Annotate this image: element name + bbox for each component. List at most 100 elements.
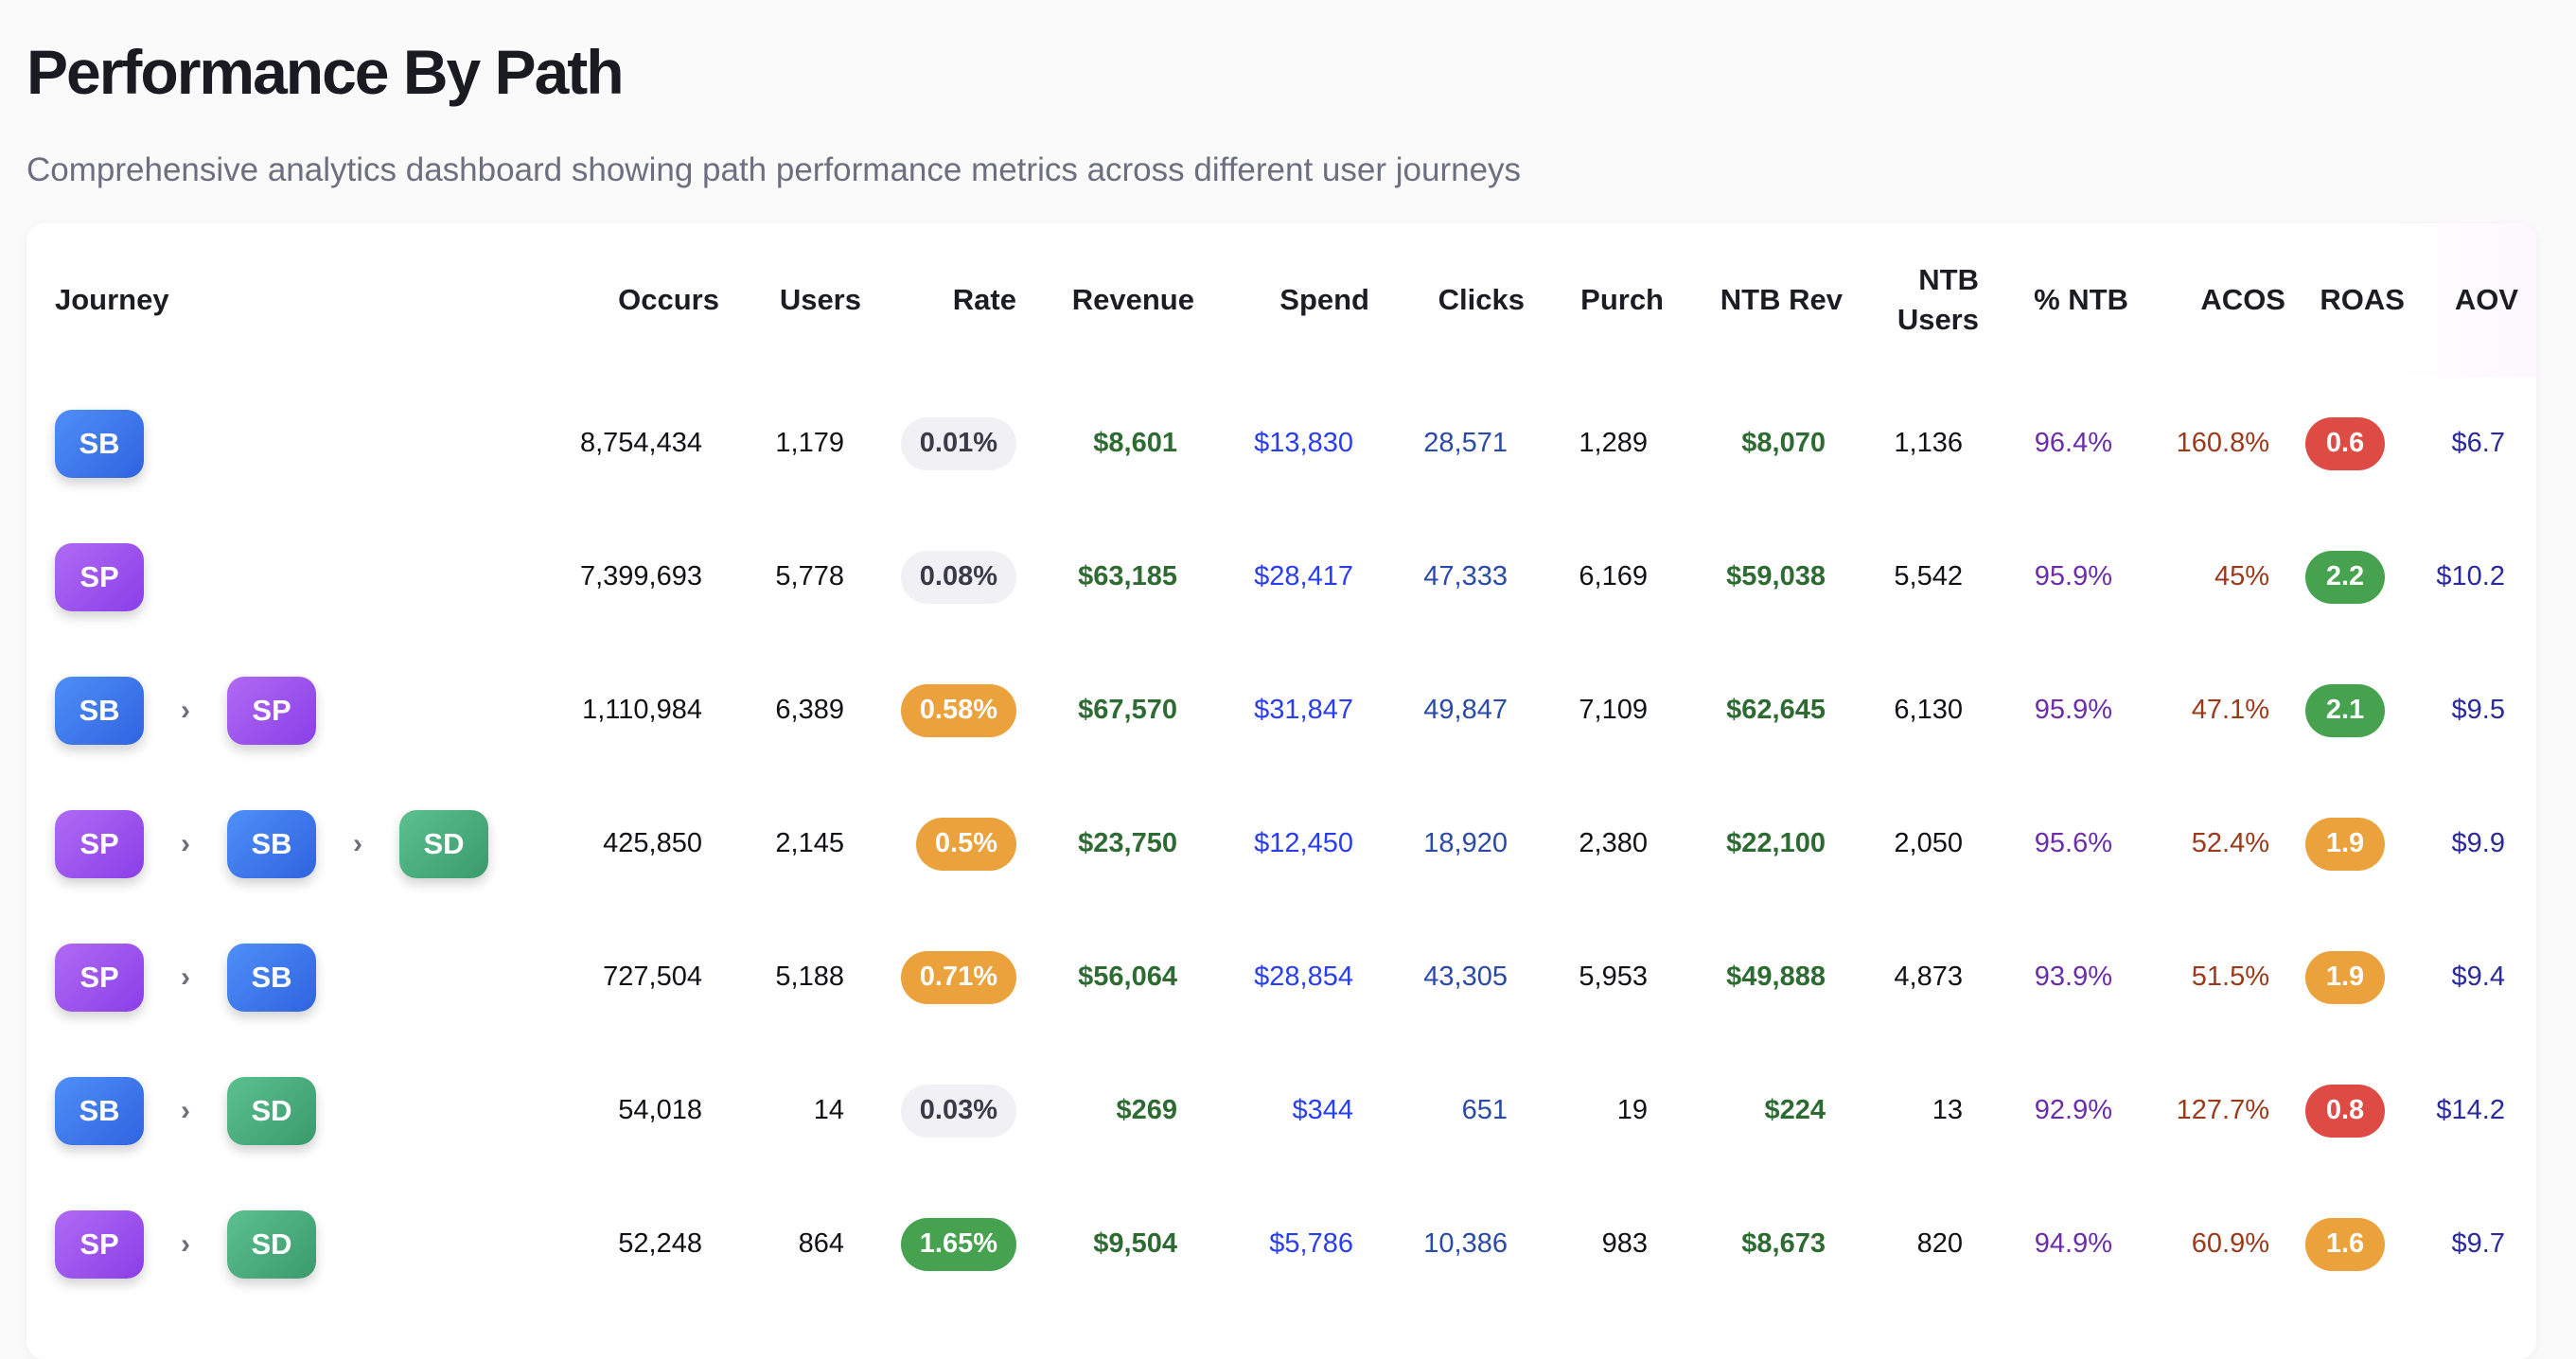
cell-ntb-users: 4,873 [1843, 910, 1963, 1044]
cell-revenue-value: $23,750 [1078, 828, 1177, 858]
header-rate[interactable]: Rate [952, 283, 1016, 316]
journey-tag-sd: SD [227, 1076, 316, 1145]
table-row[interactable]: SP › SD 52,248 864 1.65% $9,504 $5,786 10,386 983… [26, 1177, 2536, 1311]
cell-revenue: $56,064 [1016, 910, 1177, 1044]
journey-path: SB › SD [55, 1044, 316, 1177]
cell-pct-ntb: 92.9% [1979, 1044, 2112, 1177]
cell-acos: 160.8% [2128, 377, 2269, 510]
cell-rate: 0.03% [861, 1044, 1016, 1177]
cell-spend-value: $344 [1292, 1095, 1353, 1125]
cell-spend-value: $5,786 [1269, 1228, 1353, 1259]
journey-path: SP › SB [55, 910, 316, 1044]
cell-ntb-users-value: 5,542 [1894, 561, 1963, 591]
cell-occurs-value: 54,018 [618, 1095, 702, 1125]
cell-occurs: 8,754,434 [538, 377, 702, 510]
cell-clicks-value: 49,847 [1423, 695, 1508, 725]
cell-revenue-value: $8,601 [1093, 428, 1177, 458]
cell-users-value: 6,389 [775, 695, 844, 725]
header-occurs[interactable]: Occurs [618, 283, 719, 316]
cell-acos: 60.9% [2128, 1177, 2269, 1311]
cell-pct-ntb-value: 95.9% [2034, 561, 2112, 591]
table-row[interactable]: SB › SD 54,018 14 0.03% $269 $344 651 19 $224 13 92.… [26, 1044, 2536, 1177]
cell-aov: $9.7 [2405, 1177, 2505, 1311]
cell-acos-value: 60.9% [2191, 1228, 2269, 1259]
table-header-row: Journey Occurs Users Rate Revenue Spend … [26, 223, 2536, 377]
table-row[interactable]: SP › SB › SD 425,850 2,145 0.5% $23,750 $12,450 18… [26, 777, 2536, 910]
page-header: Performance By Path Comprehensive analyt… [26, 34, 2544, 191]
cell-clicks: 10,386 [1369, 1177, 1508, 1311]
journey-tag-sp: SP [55, 542, 144, 611]
cell-ntb-rev-value: $62,645 [1726, 695, 1826, 725]
cell-spend-value: $28,854 [1254, 962, 1353, 992]
cell-acos: 47.1% [2128, 644, 2269, 777]
cell-occurs: 425,850 [538, 777, 702, 910]
header-revenue[interactable]: Revenue [1071, 283, 1194, 316]
journey-tag-sb: SB [55, 1076, 144, 1145]
roas-badge: 2.1 [2305, 683, 2385, 737]
cell-clicks-value: 43,305 [1423, 962, 1508, 992]
rate-badge: 0.01% [900, 416, 1016, 470]
header-spend[interactable]: Spend [1279, 283, 1369, 316]
cell-roas: 1.6 [2285, 1177, 2385, 1311]
cell-purch: 5,953 [1525, 910, 1648, 1044]
cell-purch-value: 5,953 [1579, 962, 1648, 992]
cell-users: 2,145 [719, 777, 844, 910]
cell-ntb-users: 13 [1843, 1044, 1963, 1177]
header-users[interactable]: Users [779, 283, 861, 316]
cell-pct-ntb-value: 92.9% [2034, 1095, 2112, 1125]
page-title: Performance By Path [26, 37, 625, 107]
cell-aov-value: $9.5 [2451, 695, 2505, 725]
cell-occurs-value: 52,248 [618, 1228, 702, 1259]
cell-ntb-rev-value: $49,888 [1726, 962, 1826, 992]
cell-acos-value: 51.5% [2191, 962, 2269, 992]
header-acos[interactable]: ACOS [2200, 283, 2285, 316]
cell-purch-value: 1,289 [1579, 428, 1648, 458]
cell-users-value: 5,188 [775, 962, 844, 992]
table-row[interactable]: SB › SP 1,110,984 6,389 0.58% $67,570 $31,847 49… [26, 644, 2536, 777]
cell-aov: $9.4 [2405, 910, 2505, 1044]
table-row[interactable]: SB 8,754,434 1,179 0.01% $8,601 $13,830 28,571… [26, 377, 2536, 510]
cell-aov-value: $10.2 [2436, 561, 2505, 591]
cell-purch: 19 [1525, 1044, 1648, 1177]
header-journey[interactable]: Journey [55, 283, 169, 316]
cell-pct-ntb: 95.9% [1979, 644, 2112, 777]
header-ntb-users[interactable]: NTB Users [1843, 223, 1979, 377]
cell-revenue: $269 [1016, 1044, 1177, 1177]
header-aov[interactable]: AOV [2454, 283, 2518, 316]
cell-aov: $10.2 [2405, 510, 2505, 644]
cell-acos-value: 45% [2214, 561, 2269, 591]
cell-revenue-value: $63,185 [1078, 561, 1177, 591]
cell-spend: $12,450 [1194, 777, 1353, 910]
cell-rate: 0.5% [861, 777, 1016, 910]
header-roas[interactable]: ROAS [2320, 283, 2405, 316]
journey-tag-sp: SP [55, 809, 144, 878]
cell-roas: 2.1 [2285, 644, 2385, 777]
roas-badge: 1.6 [2305, 1217, 2385, 1271]
header-clicks[interactable]: Clicks [1438, 283, 1525, 316]
header-pct-ntb[interactable]: % NTB [2034, 283, 2128, 316]
cell-clicks: 49,847 [1369, 644, 1508, 777]
cell-spend: $31,847 [1194, 644, 1353, 777]
header-ntb-rev[interactable]: NTB Rev [1720, 283, 1843, 316]
cell-pct-ntb-value: 94.9% [2034, 1228, 2112, 1259]
cell-roas: 1.9 [2285, 910, 2385, 1044]
table-row[interactable]: SP 7,399,693 5,778 0.08% $63,185 $28,417 47,33… [26, 510, 2536, 644]
table-row[interactable]: SP › SB 727,504 5,188 0.71% $56,064 $28,854 43,3… [26, 910, 2536, 1044]
cell-occurs: 7,399,693 [538, 510, 702, 644]
cell-users-value: 14 [813, 1095, 844, 1125]
cell-users: 5,778 [719, 510, 844, 644]
header-purch[interactable]: Purch [1580, 283, 1664, 316]
cell-pct-ntb-value: 93.9% [2034, 962, 2112, 992]
performance-table: Journey Occurs Users Rate Revenue Spend … [26, 223, 2536, 1359]
cell-rate: 0.71% [861, 910, 1016, 1044]
cell-acos-value: 52.4% [2191, 828, 2269, 858]
cell-spend: $5,786 [1194, 1177, 1353, 1311]
cell-spend: $13,830 [1194, 377, 1353, 510]
cell-acos: 127.7% [2128, 1044, 2269, 1177]
cell-pct-ntb-value: 95.6% [2034, 828, 2112, 858]
cell-spend-value: $12,450 [1254, 828, 1353, 858]
cell-acos: 45% [2128, 510, 2269, 644]
cell-acos-value: 160.8% [2176, 428, 2269, 458]
cell-roas: 0.8 [2285, 1044, 2385, 1177]
cell-spend-value: $28,417 [1254, 561, 1353, 591]
